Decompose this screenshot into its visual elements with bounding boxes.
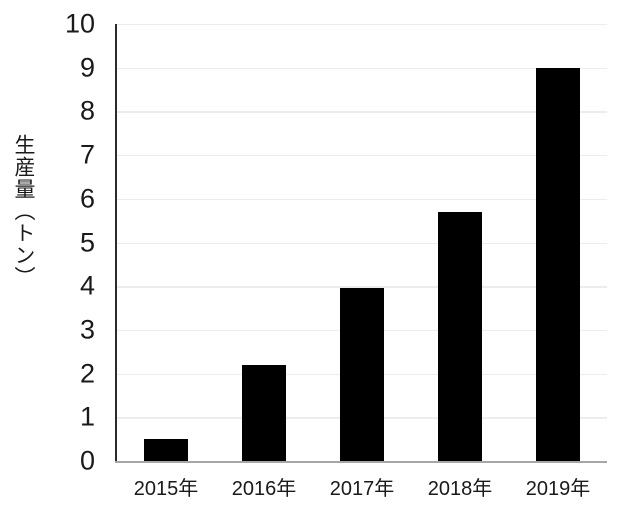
bar-2017年 xyxy=(340,288,384,461)
gridline-8 xyxy=(117,111,607,113)
bar-2016年 xyxy=(242,364,286,461)
y-tick-label-4: 4 xyxy=(79,270,95,301)
y-tick-label-0: 0 xyxy=(79,445,95,476)
y-tick-label-2: 2 xyxy=(79,358,95,389)
plot-area xyxy=(115,24,607,463)
gridline-6 xyxy=(117,198,607,201)
y-tick-label-5: 5 xyxy=(79,227,95,257)
gridline-4 xyxy=(117,286,607,288)
x-tick-label-2019年: 2019年 xyxy=(525,478,591,500)
gridline-7 xyxy=(117,155,607,157)
x-tick-label-2015年: 2015年 xyxy=(133,478,199,500)
bar-2019年 xyxy=(536,67,580,461)
y-tick-label-10: 10 xyxy=(64,8,95,39)
bar-2018年 xyxy=(438,211,482,461)
x-axis-line xyxy=(115,461,607,463)
x-tick-label-2016年: 2016年 xyxy=(231,478,297,500)
y-axis-line xyxy=(115,24,117,461)
y-tick-label-7: 7 xyxy=(79,139,95,170)
gridline-9 xyxy=(117,67,607,70)
y-tick-label-8: 8 xyxy=(79,95,95,126)
gridline-10 xyxy=(117,24,607,26)
bar-2015年 xyxy=(144,439,188,461)
x-tick-label-2018年: 2018年 xyxy=(427,478,493,500)
y-tick-label-6: 6 xyxy=(79,183,95,214)
y-tick-label-1: 1 xyxy=(79,401,95,432)
gridline-5 xyxy=(117,242,607,244)
y-axis-title: 生産量（トン） xyxy=(12,134,35,288)
x-tick-label-2017年: 2017年 xyxy=(329,478,395,500)
y-tick-label-3: 3 xyxy=(79,314,95,345)
y-tick-label-9: 9 xyxy=(79,52,95,83)
